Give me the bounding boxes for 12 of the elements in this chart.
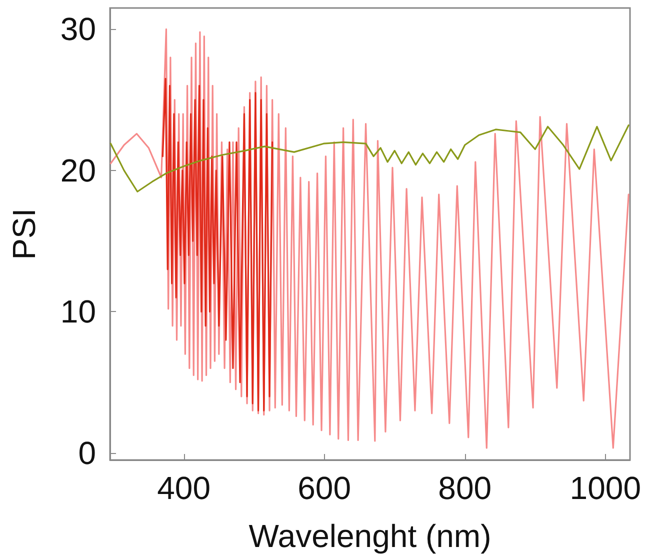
x-tick-label: 400 bbox=[157, 470, 210, 506]
x-tick-label: 600 bbox=[298, 470, 352, 506]
y-tick-label: 0 bbox=[78, 434, 96, 471]
line-series bbox=[162, 78, 274, 412]
line-series bbox=[110, 124, 630, 192]
y-axis-title: PSI bbox=[6, 208, 42, 260]
y-tick-label: 20 bbox=[60, 152, 96, 188]
x-axis-title: Wavelenght (nm) bbox=[248, 518, 492, 554]
y-tick-label: 10 bbox=[60, 294, 96, 330]
y-tick-label: 30 bbox=[60, 11, 96, 48]
x-tick-label: 800 bbox=[438, 470, 492, 506]
x-tick-label: 1000 bbox=[570, 470, 641, 506]
